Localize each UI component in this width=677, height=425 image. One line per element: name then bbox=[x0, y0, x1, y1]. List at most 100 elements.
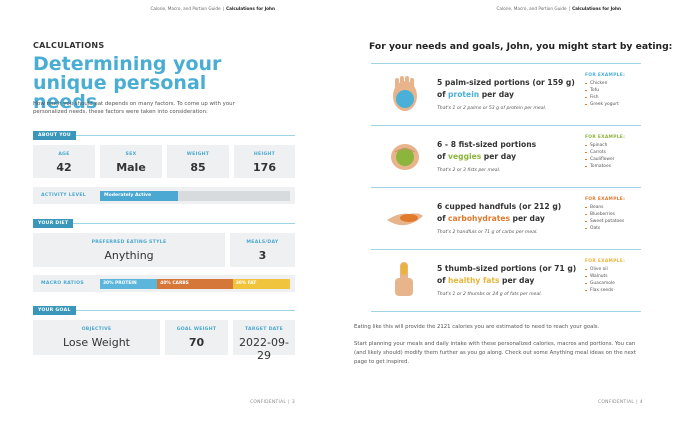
portion-amount: 6 - 8 fist-sized portions bbox=[437, 140, 537, 149]
stat-label: WEIGHT bbox=[186, 152, 210, 157]
portion-amount: 5 palm-sized portions (or 159 g) bbox=[437, 78, 575, 87]
macro-label: MACRO RATIOS bbox=[41, 281, 84, 286]
stat-value: 176 bbox=[253, 161, 276, 174]
example-item: Tofu bbox=[585, 87, 625, 94]
examples: FOR EXAMPLE: Beans Blueberries Sweet potato… bbox=[585, 197, 625, 232]
example-item: Flax seeds bbox=[585, 287, 625, 294]
separator: | bbox=[568, 6, 571, 11]
stat-label: SEX bbox=[125, 152, 137, 157]
example-item: Beans bbox=[585, 204, 625, 211]
example-item: Tomatoes bbox=[585, 163, 625, 170]
macro-segment: 30% PROTEIN bbox=[100, 279, 158, 289]
activity-track bbox=[100, 191, 290, 201]
diet-label: PREFERRED EATING STYLE bbox=[91, 240, 167, 245]
header: Calorie, Macro, and Portion Guide | Calcul… bbox=[494, 6, 621, 11]
activity-fill: Moderately Active bbox=[100, 191, 178, 201]
macro-row: MACRO RATIOS 30% PROTEIN 40% CARBS 30% FAT bbox=[33, 275, 295, 292]
advice: Start planning your meals and daily inta… bbox=[354, 341, 636, 365]
example-heading: FOR EXAMPLE: bbox=[585, 135, 626, 140]
goal-value: 2022-09-29 bbox=[239, 336, 289, 362]
meals-box: MEALS/DAY 3 bbox=[230, 233, 295, 267]
example-item: Olive oil bbox=[585, 266, 625, 273]
portion-food-line: of carbohydrates per day bbox=[437, 214, 547, 223]
goal-label: GOAL WEIGHT bbox=[176, 327, 217, 332]
meals-value: 3 bbox=[258, 249, 267, 262]
left-page: Calorie, Macro, and Portion Guide | Calcul… bbox=[0, 0, 338, 425]
example-item: Spinach bbox=[585, 142, 625, 149]
example-heading: FOR EXAMPLE: bbox=[585, 73, 626, 78]
example-item: Carrots bbox=[585, 149, 625, 156]
portion-per: per day bbox=[512, 214, 545, 223]
stat-box: AGE 42 bbox=[33, 145, 95, 178]
portion-amount: 6 cupped handfuls (or 212 g) bbox=[437, 202, 562, 211]
hand-icon bbox=[387, 213, 423, 226]
portion-food-line: of veggies per day bbox=[437, 152, 519, 161]
footer: CONFIDENTIAL | 4 bbox=[596, 400, 643, 405]
portion-amount: 5 thumb-sized portions (or 71 g) bbox=[437, 264, 577, 273]
goal-label: TARGET DATE bbox=[244, 327, 284, 332]
stat-box: WEIGHT 85 bbox=[167, 145, 229, 178]
macro-bar: 30% PROTEIN 40% CARBS 30% FAT bbox=[100, 279, 290, 289]
portion-note: That's 1 or 2 palms or 53 g of protein p… bbox=[437, 106, 547, 111]
portion-food: healthy fats bbox=[448, 276, 500, 285]
activity-row: ACTIVITY LEVEL Moderately Active bbox=[33, 187, 295, 204]
example-item: Oats bbox=[585, 225, 625, 232]
portion-note: That's 2 or 3 fists per meal. bbox=[437, 168, 501, 173]
example-item: Walnuts bbox=[585, 273, 625, 280]
example-item: Sweet potatoes bbox=[585, 218, 625, 225]
goal-value: 70 bbox=[188, 336, 205, 349]
guide: Calorie, Macro, and Portion Guide bbox=[150, 6, 221, 11]
example-heading: FOR EXAMPLE: bbox=[585, 259, 626, 264]
page-number: 3 bbox=[291, 400, 295, 405]
section-tab: YOUR GOAL bbox=[33, 306, 76, 315]
stat-value: 85 bbox=[190, 161, 206, 174]
portion-food: protein bbox=[448, 90, 480, 99]
hand-icon bbox=[395, 262, 413, 296]
stat-box: SEX Male bbox=[100, 145, 162, 178]
examples: FOR EXAMPLE: Spinach Carrots Cauliflower Tom… bbox=[585, 135, 625, 170]
portion-per: per day bbox=[483, 152, 517, 161]
portion-food-line: of healthy fats per day bbox=[437, 276, 537, 285]
summary: Eating like this will provide the 2121 c… bbox=[354, 324, 600, 330]
hand-icon bbox=[391, 144, 419, 170]
diet-value: Anything bbox=[104, 249, 154, 262]
separator: | bbox=[636, 400, 638, 405]
goal-box: GOAL WEIGHT 70 bbox=[165, 320, 228, 355]
rule bbox=[33, 223, 295, 224]
goal-box: OBJECTIVE Lose Weight bbox=[33, 320, 160, 355]
portion-of: of bbox=[437, 276, 446, 285]
header-title: Calculations for John bbox=[226, 6, 275, 11]
diet-box: PREFERRED EATING STYLE Anything bbox=[33, 233, 225, 267]
portion-item: 6 - 8 fist-sized portions of veggies per da… bbox=[371, 126, 641, 188]
portion-per: per day bbox=[502, 276, 535, 285]
portion-note: That's 1 or 2 thumbs or 24 g of fats per… bbox=[437, 292, 543, 297]
goal-box: TARGET DATE 2022-09-29 bbox=[233, 320, 295, 362]
example-item: Cauliflower bbox=[585, 156, 625, 163]
footer: CONFIDENTIAL | 3 bbox=[248, 400, 295, 405]
macro-segment: 40% CARBS bbox=[157, 279, 233, 289]
example-item: Blueberries bbox=[585, 211, 625, 218]
separator: | bbox=[288, 400, 290, 405]
examples: FOR EXAMPLE: Olive oil Walnuts Guacamole Fla… bbox=[585, 259, 625, 294]
footer-label: CONFIDENTIAL bbox=[598, 400, 635, 405]
portion-of: of bbox=[437, 90, 446, 99]
section-tab: ABOUT YOU bbox=[33, 131, 76, 140]
example-item: Fish bbox=[585, 94, 625, 101]
portion-item: 6 cupped handfuls (or 212 g) of carbohydra… bbox=[371, 188, 641, 250]
rule bbox=[33, 135, 295, 136]
rule bbox=[371, 63, 641, 64]
stat-box: HEIGHT 176 bbox=[234, 145, 295, 178]
macro-segment: 30% FAT bbox=[232, 279, 290, 289]
title: Determining your unique personal needs bbox=[33, 53, 222, 113]
portion-per: per day bbox=[481, 90, 514, 99]
meals-label: MEALS/DAY bbox=[246, 240, 279, 245]
guide: Calorie, Macro, and Portion Guide bbox=[496, 6, 567, 11]
example-item: Chicken bbox=[585, 80, 625, 87]
portion-food-line: of protein per day bbox=[437, 90, 516, 99]
section: CALCULATIONS bbox=[33, 41, 105, 50]
section-tab: YOUR DIET bbox=[33, 219, 74, 228]
example-item: Guacamole bbox=[585, 280, 625, 287]
stat-value: 42 bbox=[56, 161, 72, 174]
rule bbox=[33, 310, 295, 311]
